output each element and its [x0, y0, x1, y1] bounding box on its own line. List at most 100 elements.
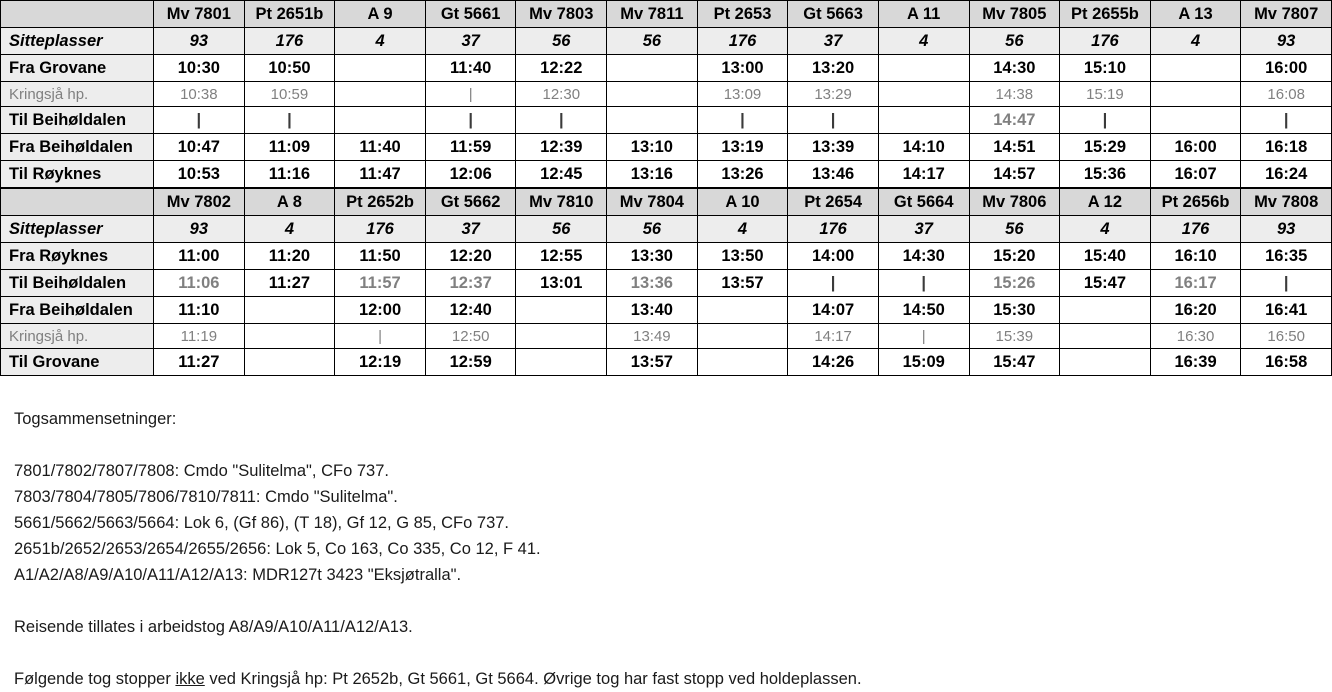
- train-id-header: Mv 7807: [1240, 0, 1332, 28]
- time-cell: [334, 106, 426, 134]
- time-cell: 11:27: [153, 348, 245, 376]
- time-cell: 16:41: [1240, 296, 1332, 324]
- time-cell: [515, 348, 608, 376]
- train-id-header: Pt 2651b: [243, 0, 336, 28]
- time-cell: 13:50: [696, 242, 789, 270]
- time-cell: [696, 348, 789, 376]
- seats-row: Sitteplasser 93 4 176 37 56 56 4 176 37 56 4 176 93: [0, 215, 1332, 243]
- composition-line: 7803/7804/7805/7806/7810/7811: Cmdo "Sul…: [14, 488, 398, 506]
- notes-block: Togsammensetninger: 7801/7802/7807/7808:…: [0, 406, 1332, 692]
- time-cell: 16:35: [1240, 242, 1332, 270]
- composition-line: 7801/7802/7807/7808: Cmdo "Sulitelma", C…: [14, 462, 389, 480]
- time-cell: 16:20: [1149, 296, 1242, 324]
- time-cell: 12:37: [424, 269, 517, 297]
- time-cell: [334, 54, 426, 82]
- header-corner-cell: [0, 188, 155, 216]
- time-cell: 11:40: [424, 54, 517, 82]
- time-cell: 11:06: [153, 269, 245, 297]
- time-cell: 13:10: [606, 133, 698, 161]
- seats-value: 93: [153, 215, 245, 243]
- time-cell: |: [1240, 106, 1332, 134]
- station-label: Fra Røyknes: [0, 242, 155, 270]
- time-cell: 12:40: [424, 296, 517, 324]
- composition-line: 5661/5662/5663/5664: Lok 6, (Gf 86), (T …: [14, 514, 509, 532]
- time-cell: 11:09: [243, 133, 336, 161]
- time-cell: 15:39: [968, 323, 1061, 349]
- seats-value: 93: [1240, 215, 1332, 243]
- train-id-header: Mv 7806: [968, 188, 1061, 216]
- station-label: Fra Beihøldalen: [0, 296, 155, 324]
- time-cell: 11:57: [334, 269, 426, 297]
- timetable-row: Til Beihøldalen 11:06 11:27 11:57 12:37 13:01…: [0, 269, 1332, 297]
- seats-value: 56: [968, 27, 1061, 55]
- time-cell: 15:40: [1059, 242, 1151, 270]
- timetable-row: Til Beihøldalen | | | | | | 14:47 | |: [0, 106, 1332, 134]
- train-id-header: Mv 7808: [1240, 188, 1332, 216]
- time-cell: 13:57: [606, 348, 698, 376]
- seats-value: 176: [243, 27, 336, 55]
- train-id-header: Mv 7810: [515, 188, 608, 216]
- time-cell: 14:10: [877, 133, 970, 161]
- train-id-header: Pt 2653: [696, 0, 789, 28]
- time-cell: |: [787, 106, 879, 134]
- time-cell: 15:47: [968, 348, 1061, 376]
- time-cell: 13:16: [606, 160, 698, 188]
- timetable-row: Fra Beihøldalen 11:10 12:00 12:40 13:40 14:07…: [0, 296, 1332, 324]
- time-cell: |: [424, 81, 517, 107]
- time-cell: 12:55: [515, 242, 608, 270]
- time-cell: 13:57: [696, 269, 789, 297]
- time-cell: [1149, 81, 1242, 107]
- time-cell: 12:59: [424, 348, 517, 376]
- station-label: Fra Grovane: [0, 54, 155, 82]
- train-id-header: Pt 2656b: [1149, 188, 1242, 216]
- time-cell: |: [424, 106, 517, 134]
- timetable-row: Fra Grovane 10:30 10:50 11:40 12:22 13:00 13:2…: [0, 54, 1332, 82]
- seats-value: 176: [334, 215, 426, 243]
- time-cell: 14:50: [877, 296, 970, 324]
- timetable-row: Til Røyknes 10:53 11:16 11:47 12:06 12:45 13:1…: [0, 160, 1332, 188]
- time-cell: 14:17: [877, 160, 970, 188]
- seats-value: 4: [696, 215, 789, 243]
- train-id-header: A 11: [877, 0, 970, 28]
- train-id-header: Pt 2655b: [1059, 0, 1151, 28]
- seats-value: 37: [424, 27, 517, 55]
- seats-value: 37: [877, 215, 970, 243]
- time-cell: 13:40: [606, 296, 698, 324]
- time-cell: [243, 296, 336, 324]
- time-cell: [1059, 323, 1151, 349]
- time-cell: [606, 106, 698, 134]
- time-cell: 14:17: [787, 323, 879, 349]
- train-id-header-row: Mv 7802 A 8 Pt 2652b Gt 5662 Mv 7810 Mv 7804 A…: [0, 188, 1332, 216]
- time-cell: [1059, 348, 1151, 376]
- composition-line: A1/A2/A8/A9/A10/A11/A12/A13: MDR127t 342…: [14, 566, 462, 584]
- time-cell: 15:29: [1059, 133, 1151, 161]
- notes-heading: Togsammensetninger:: [14, 410, 177, 428]
- time-cell: 11:16: [243, 160, 336, 188]
- station-label: Kringsjå hp.: [0, 81, 155, 107]
- timetable-outbound: Mv 7801 Pt 2651b A 9 Gt 5661 Mv 7803 Mv 7811 P…: [0, 0, 1332, 188]
- seats-value: 176: [1059, 27, 1151, 55]
- seats-value: 56: [606, 215, 698, 243]
- train-id-header: Mv 7803: [515, 0, 608, 28]
- time-cell: 14:51: [968, 133, 1061, 161]
- time-cell: 11:10: [153, 296, 245, 324]
- time-cell: 13:39: [787, 133, 879, 161]
- time-cell: [1149, 54, 1242, 82]
- train-id-header: Mv 7805: [968, 0, 1061, 28]
- seats-value: 56: [968, 215, 1061, 243]
- time-cell: |: [153, 106, 245, 134]
- time-cell: 13:36: [606, 269, 698, 297]
- time-cell: |: [877, 323, 970, 349]
- train-id-header: Mv 7804: [606, 188, 698, 216]
- time-cell: [877, 106, 970, 134]
- seats-value: 4: [1149, 27, 1242, 55]
- seats-value: 176: [1149, 215, 1242, 243]
- seats-value: 37: [787, 27, 879, 55]
- seats-row-label: Sitteplasser: [0, 215, 155, 243]
- time-cell: 11:20: [243, 242, 336, 270]
- time-cell: 16:58: [1240, 348, 1332, 376]
- notes-spacer-1: [14, 432, 1332, 458]
- time-cell: 14:30: [968, 54, 1061, 82]
- composition-list: 7801/7802/7807/7808: Cmdo "Sulitelma", C…: [14, 458, 1332, 588]
- time-cell: 16:39: [1149, 348, 1242, 376]
